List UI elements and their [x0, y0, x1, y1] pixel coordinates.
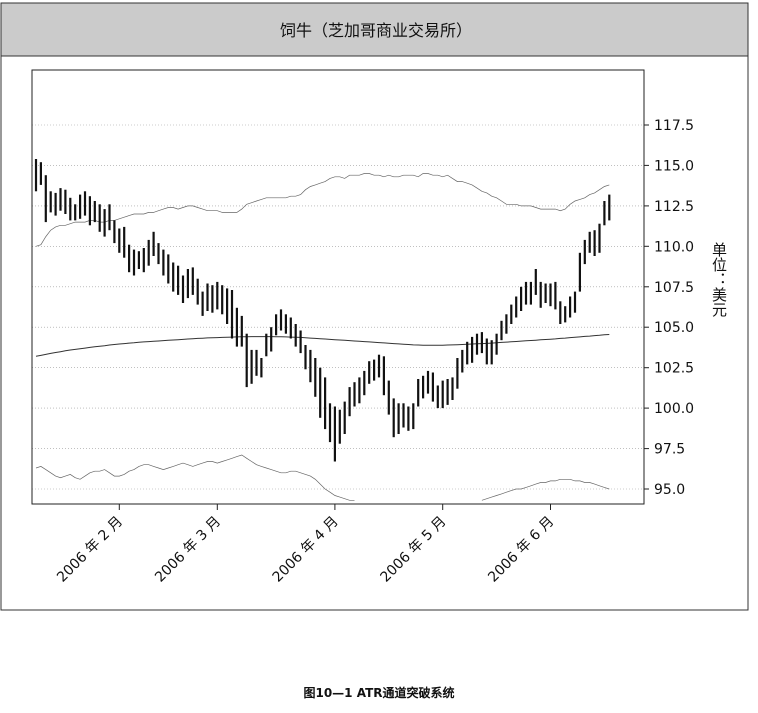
- title-band: [0, 2, 749, 57]
- y-tick-label: 97.5: [654, 442, 685, 458]
- figure-caption: 图10—1 ATR通道突破系统: [303, 686, 455, 700]
- y-tick-label: 110.0: [654, 239, 694, 255]
- y-tick-label: 105.0: [654, 320, 694, 336]
- lower-channel-line: [35, 454, 610, 501]
- chart-frame: [0, 2, 749, 611]
- y-tick-label: 100.0: [654, 401, 694, 417]
- y-tick-label: 107.5: [654, 280, 694, 296]
- y-tick-label: 112.5: [654, 199, 694, 215]
- y-tick-label: 115.0: [654, 158, 694, 174]
- y-tick-label: 102.5: [654, 361, 694, 377]
- upper-channel-line: [35, 173, 610, 247]
- chart-title: 饲牛（芝加哥商业交易所）: [280, 21, 472, 40]
- y-tick-label: 117.5: [654, 118, 694, 134]
- moving-average-line: [35, 334, 610, 357]
- y-tick-label: 95.0: [654, 482, 685, 498]
- y-axis-label: 单位：美元: [710, 242, 728, 318]
